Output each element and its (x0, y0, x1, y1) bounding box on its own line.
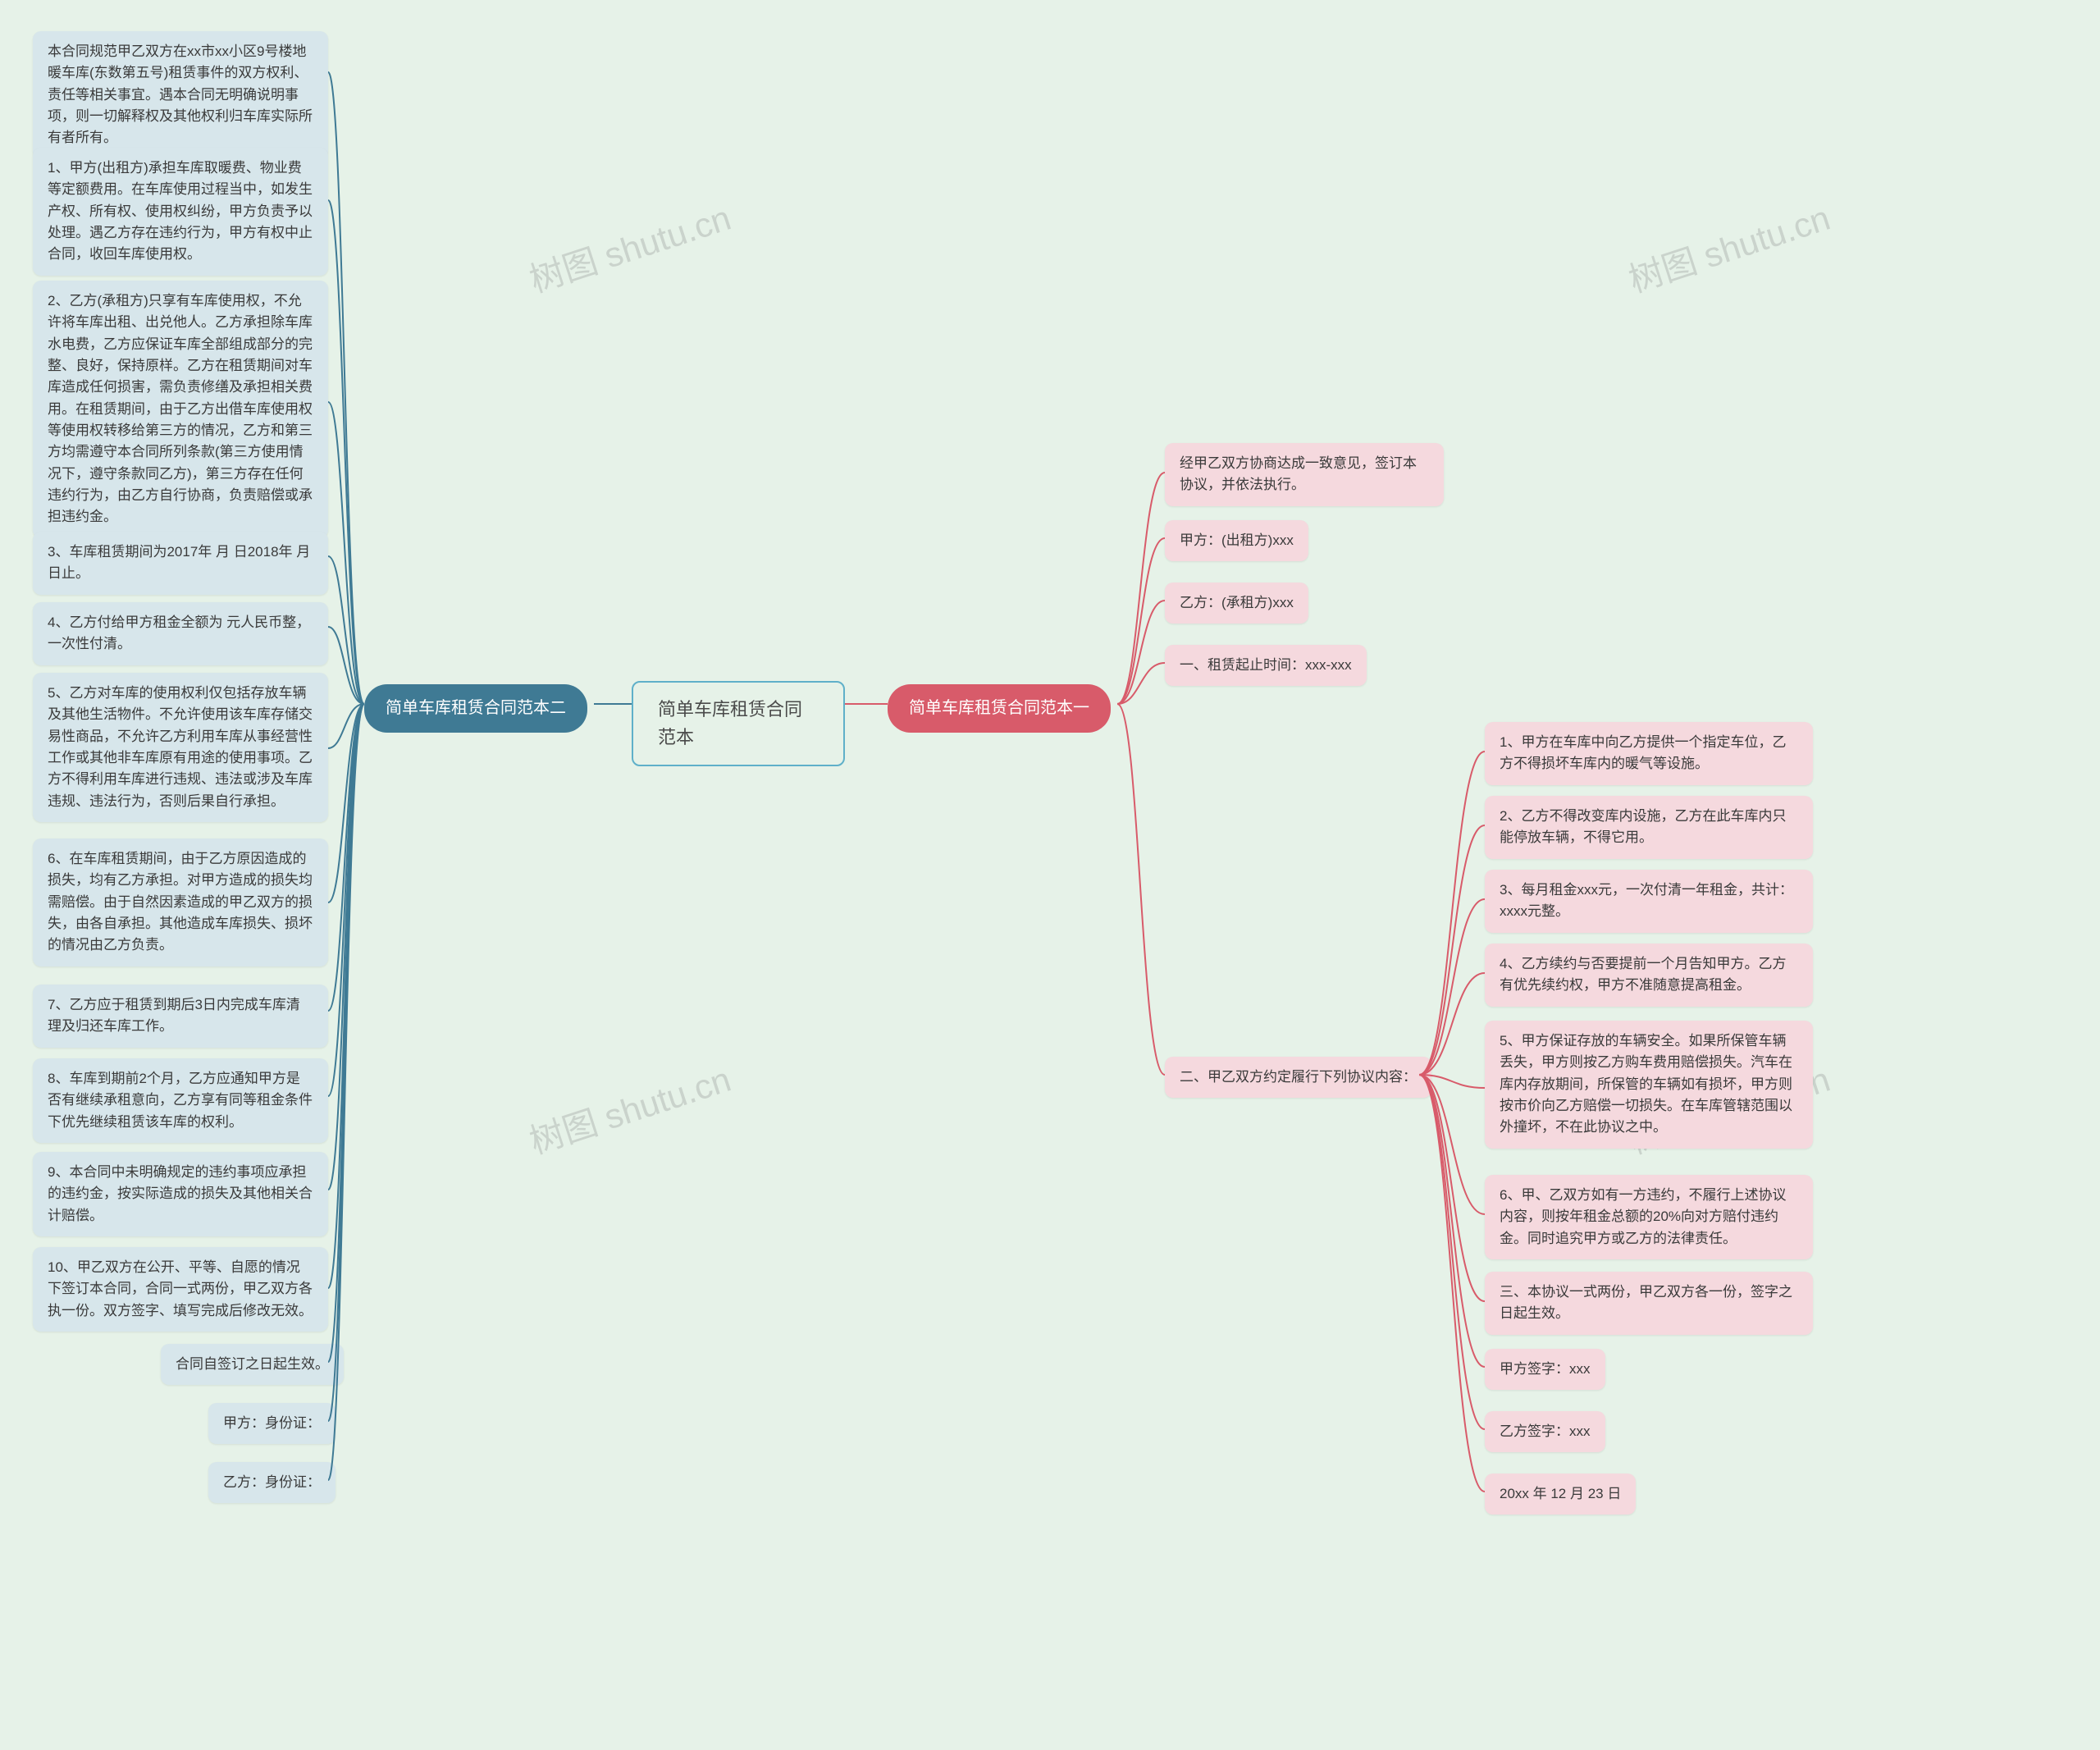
left-leaf[interactable]: 9、本合同中未明确规定的违约事项应承担的违约金，按实际造成的损失及其他相关合计赔… (33, 1152, 328, 1236)
left-leaf[interactable]: 本合同规范甲乙双方在xx市xx小区9号楼地暖车库(东数第五号)租赁事件的双方权利… (33, 31, 328, 159)
leaf-text: 5、乙方对车库的使用权利仅包括存放车辆及其他生活物件。不允许使用该车库存储交易性… (48, 683, 313, 812)
root-label: 简单车库租赁合同范本 (658, 696, 819, 752)
right-leaf-sub[interactable]: 20xx 年 12 月 23 日 (1485, 1474, 1636, 1515)
left-leaf[interactable]: 乙方：身份证： (208, 1462, 336, 1503)
left-leaf[interactable]: 8、车库到期前2个月，乙方应通知甲方是否有继续承租意向，乙方享有同等租金条件下优… (33, 1058, 328, 1143)
right-leaf-sub[interactable]: 三、本协议一式两份，甲乙双方各一份，签字之日起生效。 (1485, 1272, 1813, 1335)
left-leaf[interactable]: 7、乙方应于租赁到期后3日内完成车库清理及归还车库工作。 (33, 985, 328, 1048)
right-leaf-sub[interactable]: 4、乙方续约与否要提前一个月告知甲方。乙方有优先续约权，甲方不准随意提高租金。 (1485, 944, 1813, 1007)
left-leaf[interactable]: 10、甲乙双方在公开、平等、自愿的情况下签订本合同，合同一式两份，甲乙双方各执一… (33, 1247, 328, 1332)
left-leaf[interactable]: 甲方：身份证： (208, 1403, 336, 1444)
leaf-text: 6、甲、乙双方如有一方违约，不履行上述协议内容，则按年租金总额的20%向对方赔付… (1500, 1185, 1798, 1250)
leaf-text: 乙方：身份证： (223, 1472, 321, 1493)
watermark: 树图 shutu.cn (1622, 190, 1836, 303)
leaf-text: 三、本协议一式两份，甲乙双方各一份，签字之日起生效。 (1500, 1282, 1798, 1325)
leaf-text: 5、甲方保证存放的车辆安全。如果所保管车辆丢失，甲方则按乙方购车费用赔偿损失。汽… (1500, 1030, 1798, 1139)
leaf-text: 8、车库到期前2个月，乙方应通知甲方是否有继续承租意向，乙方享有同等租金条件下优… (48, 1068, 313, 1133)
left-leaf[interactable]: 4、乙方付给甲方租金全额为 元人民币整，一次性付清。 (33, 602, 328, 665)
watermark: 树图 shutu.cn (523, 190, 737, 303)
left-leaf[interactable]: 3、车库租赁期间为2017年 月 日2018年 月 日止。 (33, 532, 328, 595)
leaf-text: 乙方签字：xxx (1500, 1421, 1591, 1442)
left-leaf[interactable]: 1、甲方(出租方)承担车库取暖费、物业费等定额费用。在车库使用过程当中，如发生产… (33, 148, 328, 276)
left-leaf[interactable]: 6、在车库租赁期间，由于乙方原因造成的损失，均有乙方承担。对甲方造成的损失均需赔… (33, 838, 328, 966)
right-leaf-sub[interactable]: 乙方签字：xxx (1485, 1411, 1605, 1452)
leaf-text: 甲方：身份证： (223, 1413, 321, 1434)
leaf-text: 10、甲乙双方在公开、平等、自愿的情况下签订本合同，合同一式两份，甲乙双方各执一… (48, 1257, 313, 1322)
right-leaf-parent[interactable]: 二、甲乙双方约定履行下列协议内容： (1165, 1057, 1431, 1098)
right-leaf-sub[interactable]: 甲方签字：xxx (1485, 1349, 1605, 1390)
leaf-text: 3、每月租金xxx元，一次付清一年租金，共计：xxxx元整。 (1500, 880, 1798, 923)
leaf-text: 本合同规范甲乙双方在xx市xx小区9号楼地暖车库(东数第五号)租赁事件的双方权利… (48, 41, 313, 149)
left-leaf[interactable]: 2、乙方(承租方)只享有车库使用权，不允许将车库出租、出兑他人。乙方承担除车库水… (33, 281, 328, 538)
leaf-text: 经甲乙双方协商达成一致意见，签订本协议，并依法执行。 (1180, 453, 1429, 496)
leaf-text: 2、乙方(承租方)只享有车库使用权，不允许将车库出租、出兑他人。乙方承担除车库水… (48, 290, 313, 528)
leaf-text: 9、本合同中未明确规定的违约事项应承担的违约金，按实际造成的损失及其他相关合计赔… (48, 1162, 313, 1227)
right-leaf[interactable]: 经甲乙双方协商达成一致意见，签订本协议，并依法执行。 (1165, 443, 1444, 506)
leaf-text: 二、甲乙双方约定履行下列协议内容： (1180, 1067, 1417, 1088)
leaf-text: 3、车库租赁期间为2017年 月 日2018年 月 日止。 (48, 541, 313, 585)
leaf-text: 1、甲方(出租方)承担车库取暖费、物业费等定额费用。在车库使用过程当中，如发生产… (48, 158, 313, 266)
leaf-text: 2、乙方不得改变库内设施，乙方在此车库内只能停放车辆，不得它用。 (1500, 806, 1798, 849)
leaf-text: 甲方：(出租方)xxx (1180, 530, 1294, 551)
branch-left-label: 简单车库租赁合同范本二 (386, 696, 566, 721)
leaf-text: 6、在车库租赁期间，由于乙方原因造成的损失，均有乙方承担。对甲方造成的损失均需赔… (48, 848, 313, 957)
right-leaf-sub[interactable]: 1、甲方在车库中向乙方提供一个指定车位，乙方不得损坏车库内的暖气等设施。 (1485, 722, 1813, 785)
right-leaf[interactable]: 乙方：(承租方)xxx (1165, 583, 1308, 624)
leaf-text: 一、租赁起止时间：xxx-xxx (1180, 655, 1352, 676)
root-node[interactable]: 简单车库租赁合同范本 (632, 681, 845, 766)
left-leaf[interactable]: 合同自签订之日起生效。 (161, 1344, 344, 1385)
right-leaf-sub[interactable]: 2、乙方不得改变库内设施，乙方在此车库内只能停放车辆，不得它用。 (1485, 796, 1813, 859)
leaf-text: 乙方：(承租方)xxx (1180, 592, 1294, 614)
left-leaf[interactable]: 5、乙方对车库的使用权利仅包括存放车辆及其他生活物件。不允许使用该车库存储交易性… (33, 673, 328, 822)
right-leaf-sub[interactable]: 3、每月租金xxx元，一次付清一年租金，共计：xxxx元整。 (1485, 870, 1813, 933)
leaf-text: 4、乙方付给甲方租金全额为 元人民币整，一次性付清。 (48, 612, 313, 656)
right-leaf-sub[interactable]: 5、甲方保证存放的车辆安全。如果所保管车辆丢失，甲方则按乙方购车费用赔偿损失。汽… (1485, 1021, 1813, 1149)
watermark: 树图 shutu.cn (523, 1052, 737, 1164)
leaf-text: 合同自签订之日起生效。 (176, 1354, 329, 1375)
leaf-text: 7、乙方应于租赁到期后3日内完成车库清理及归还车库工作。 (48, 994, 313, 1038)
leaf-text: 20xx 年 12 月 23 日 (1500, 1483, 1621, 1505)
branch-right-node[interactable]: 简单车库租赁合同范本一 (888, 684, 1111, 733)
right-leaf[interactable]: 甲方：(出租方)xxx (1165, 520, 1308, 561)
right-leaf[interactable]: 一、租赁起止时间：xxx-xxx (1165, 645, 1367, 686)
leaf-text: 甲方签字：xxx (1500, 1359, 1591, 1380)
branch-right-label: 简单车库租赁合同范本一 (909, 696, 1089, 721)
right-leaf-sub[interactable]: 6、甲、乙双方如有一方违约，不履行上述协议内容，则按年租金总额的20%向对方赔付… (1485, 1175, 1813, 1259)
branch-left-node[interactable]: 简单车库租赁合同范本二 (364, 684, 587, 733)
leaf-text: 4、乙方续约与否要提前一个月告知甲方。乙方有优先续约权，甲方不准随意提高租金。 (1500, 953, 1798, 997)
leaf-text: 1、甲方在车库中向乙方提供一个指定车位，乙方不得损坏车库内的暖气等设施。 (1500, 732, 1798, 775)
